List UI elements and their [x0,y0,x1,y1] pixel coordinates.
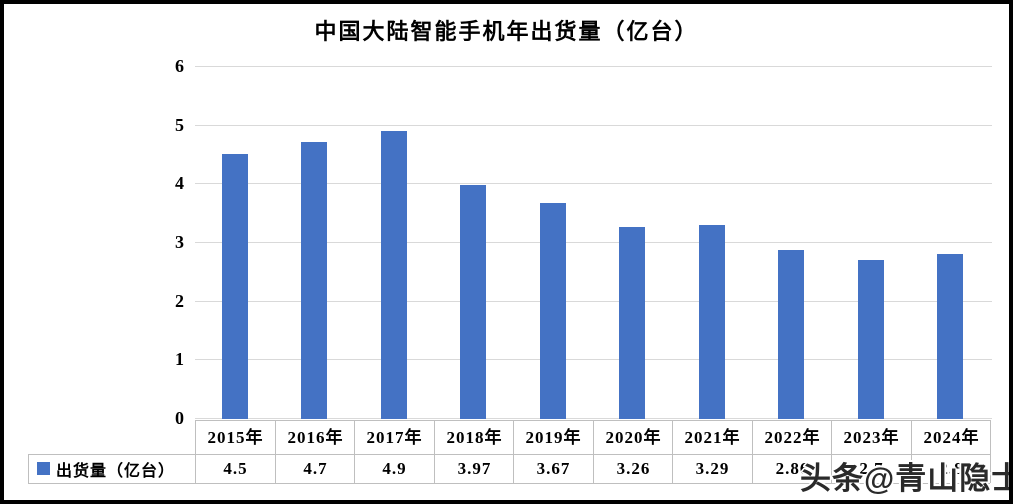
bar [778,250,804,419]
bar [301,142,327,419]
legend-cell: 出货量（亿台） [28,454,195,483]
value-cell: 4.5 [195,455,275,483]
table-border-line [28,454,990,455]
year-cell: 2019年 [513,421,593,454]
y-axis-tick-label: 4 [175,173,184,193]
year-cell: 2017年 [354,421,434,454]
year-cell: 2023年 [831,421,911,454]
table-border-line [195,420,990,421]
bar [937,254,963,419]
legend-label: 出货量（亿台） [56,462,176,480]
year-cell: 2024年 [911,421,991,454]
value-cell: 4.9 [354,455,434,483]
year-cell: 2016年 [275,421,355,454]
chart-title: 中国大陆智能手机年出货量（亿台） [314,19,699,44]
y-axis-tick-label: 6 [175,56,184,76]
value-cell: 3.97 [434,455,514,483]
gridline [195,359,992,360]
gridline [195,66,992,67]
value-cell: 3.67 [513,455,593,483]
gridline [195,242,992,243]
gridline [195,183,992,184]
y-axis-tick-label: 0 [175,408,184,428]
y-axis-tick-label: 2 [175,291,184,311]
year-cell: 2018年 [434,421,514,454]
table-border-line [990,420,991,483]
bar [699,225,725,419]
value-cell: 4.7 [275,455,355,483]
value-cell: 2.86 [752,455,832,483]
bar [619,227,645,419]
bar [381,131,407,419]
y-axis-tick-label: 5 [175,115,184,135]
gridline [195,125,992,126]
table-border-line [28,483,990,484]
bar [540,203,566,419]
y-axis-tick-label: 1 [175,349,184,369]
watermark: 头条@青山隐士 [800,461,1013,496]
legend-color-swatch-icon [37,462,50,475]
year-cell: 2022年 [752,421,832,454]
year-cell: 2015年 [195,421,275,454]
year-cell: 2020年 [593,421,673,454]
bar [222,154,248,419]
bar [858,260,884,419]
value-cell: 3.29 [672,455,752,483]
year-cell: 2021年 [672,421,752,454]
value-cell: 2.8 [911,455,991,483]
gridline [195,418,992,419]
gridline [195,301,992,302]
y-axis-tick-label: 3 [175,232,184,252]
value-cell: 3.26 [593,455,673,483]
value-cell: 2.7 [831,455,911,483]
bar [460,185,486,419]
